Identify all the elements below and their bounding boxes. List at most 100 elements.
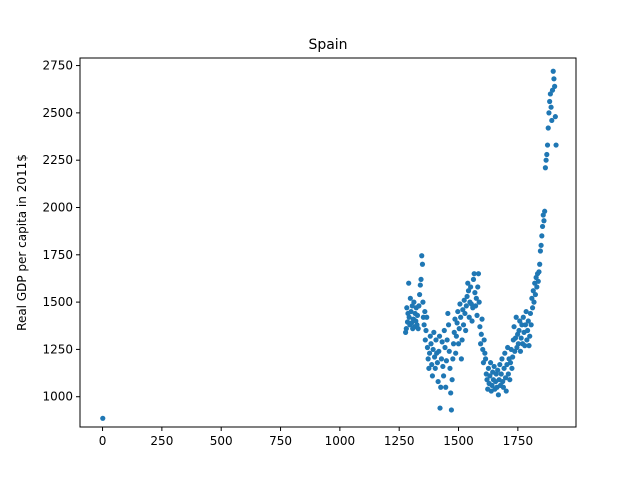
data-point xyxy=(495,367,501,373)
data-point xyxy=(475,271,482,277)
data-point xyxy=(528,322,534,328)
y-tick-label: 1500 xyxy=(42,295,73,309)
data-point xyxy=(477,324,483,330)
data-point xyxy=(403,326,409,332)
data-point xyxy=(479,316,485,322)
data-point xyxy=(484,377,490,383)
data-point xyxy=(415,326,421,332)
data-point xyxy=(543,157,549,163)
data-point xyxy=(527,333,533,339)
data-point xyxy=(459,337,465,343)
data-point xyxy=(549,87,556,93)
data-point xyxy=(523,308,529,315)
data-point xyxy=(522,343,528,349)
data-point xyxy=(424,344,431,351)
data-point xyxy=(548,104,554,110)
points-layer xyxy=(100,68,559,421)
data-point xyxy=(406,280,412,286)
data-point xyxy=(429,361,435,368)
data-point xyxy=(407,295,413,301)
data-point xyxy=(541,218,547,224)
data-point xyxy=(427,333,433,339)
data-point xyxy=(527,310,534,317)
y-tick-label: 2750 xyxy=(42,59,73,73)
data-point xyxy=(501,365,507,371)
data-point xyxy=(426,350,433,356)
data-point xyxy=(446,348,452,354)
data-point xyxy=(463,303,469,309)
data-point xyxy=(468,284,474,290)
data-point xyxy=(457,301,463,307)
data-point xyxy=(426,365,432,371)
data-point xyxy=(537,248,544,254)
data-point xyxy=(436,333,443,339)
data-point xyxy=(550,68,556,74)
data-point xyxy=(510,354,516,360)
data-point xyxy=(416,303,422,309)
data-point xyxy=(404,305,410,311)
data-point xyxy=(512,348,518,354)
data-point xyxy=(485,365,492,371)
data-point xyxy=(547,98,553,105)
data-point xyxy=(465,288,472,294)
x-tick-label: 500 xyxy=(210,434,233,448)
data-point xyxy=(552,114,558,120)
data-point xyxy=(500,384,506,390)
x-tick-label: 1000 xyxy=(325,434,356,448)
data-point xyxy=(406,314,412,320)
x-tick-label: 1750 xyxy=(503,434,534,448)
data-point xyxy=(438,356,445,362)
data-point xyxy=(519,322,525,328)
data-point xyxy=(462,310,468,317)
data-point xyxy=(474,312,480,318)
data-point xyxy=(503,388,509,394)
data-point xyxy=(417,291,423,298)
data-point xyxy=(470,276,477,282)
data-point xyxy=(419,261,426,267)
data-point xyxy=(432,365,438,371)
data-point xyxy=(456,326,462,332)
y-tick-label: 1750 xyxy=(42,248,73,262)
data-point xyxy=(461,297,467,303)
data-point xyxy=(431,329,437,335)
data-point xyxy=(450,341,457,347)
data-point xyxy=(471,271,477,277)
data-point xyxy=(512,335,519,341)
data-point xyxy=(529,295,535,301)
data-point xyxy=(522,322,529,328)
data-point xyxy=(476,299,482,305)
data-point xyxy=(422,308,428,315)
data-point xyxy=(455,341,462,347)
data-point xyxy=(420,299,426,305)
data-point xyxy=(458,356,464,362)
data-point xyxy=(408,308,414,315)
data-point xyxy=(443,358,450,364)
data-point xyxy=(482,356,489,362)
x-axis: 0 250 500 750 1000 1250 1500 1750 xyxy=(99,427,533,448)
data-point xyxy=(431,354,438,360)
data-point xyxy=(438,384,444,390)
data-point xyxy=(535,278,541,284)
data-point xyxy=(545,125,551,131)
data-point xyxy=(458,314,464,320)
data-point xyxy=(449,377,455,383)
data-point xyxy=(552,83,558,89)
data-point xyxy=(450,356,456,362)
x-tick-label: 1500 xyxy=(443,434,474,448)
data-point xyxy=(448,390,454,396)
data-point xyxy=(475,284,481,290)
data-point xyxy=(460,322,467,328)
data-point xyxy=(526,343,532,349)
data-point xyxy=(524,327,531,334)
data-point xyxy=(425,356,431,362)
data-point xyxy=(452,316,458,322)
data-point xyxy=(511,324,517,330)
y-tick-label: 1250 xyxy=(42,342,73,356)
data-point xyxy=(419,253,425,259)
data-point xyxy=(429,373,436,379)
data-point xyxy=(502,375,509,381)
data-point xyxy=(440,363,446,370)
x-tick-label: 750 xyxy=(269,434,292,448)
data-point xyxy=(498,371,504,377)
data-point xyxy=(445,310,451,317)
